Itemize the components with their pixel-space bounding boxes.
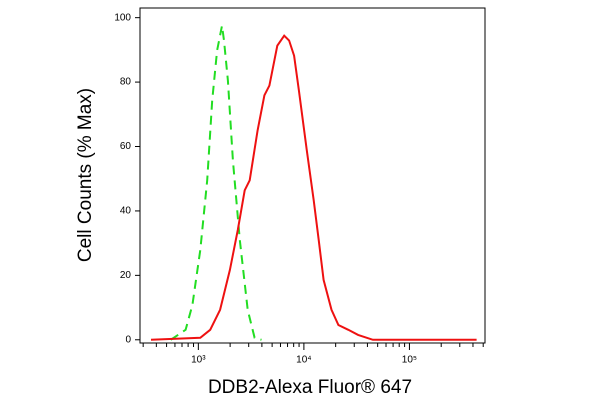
y-tick-label: 60 [120, 141, 132, 152]
y-axis-label: Cell Counts (% Max) [75, 88, 96, 262]
y-tick-label: 40 [120, 206, 132, 217]
y-tick-label: 80 [120, 77, 132, 88]
y-tick-label: 100 [114, 12, 131, 23]
y-tick-label: 20 [120, 270, 132, 281]
y-tick-label: 0 [125, 334, 131, 345]
series-line [170, 25, 262, 341]
x-tick-label: 10³ [191, 355, 206, 366]
x-axis-label: DDB2-Alexa Fluor® 647 [208, 377, 412, 398]
x-tick-label: 10⁴ [296, 355, 311, 366]
series-line [150, 34, 477, 341]
plot-frame [139, 7, 486, 344]
x-tick-label: 10⁵ [402, 355, 417, 366]
